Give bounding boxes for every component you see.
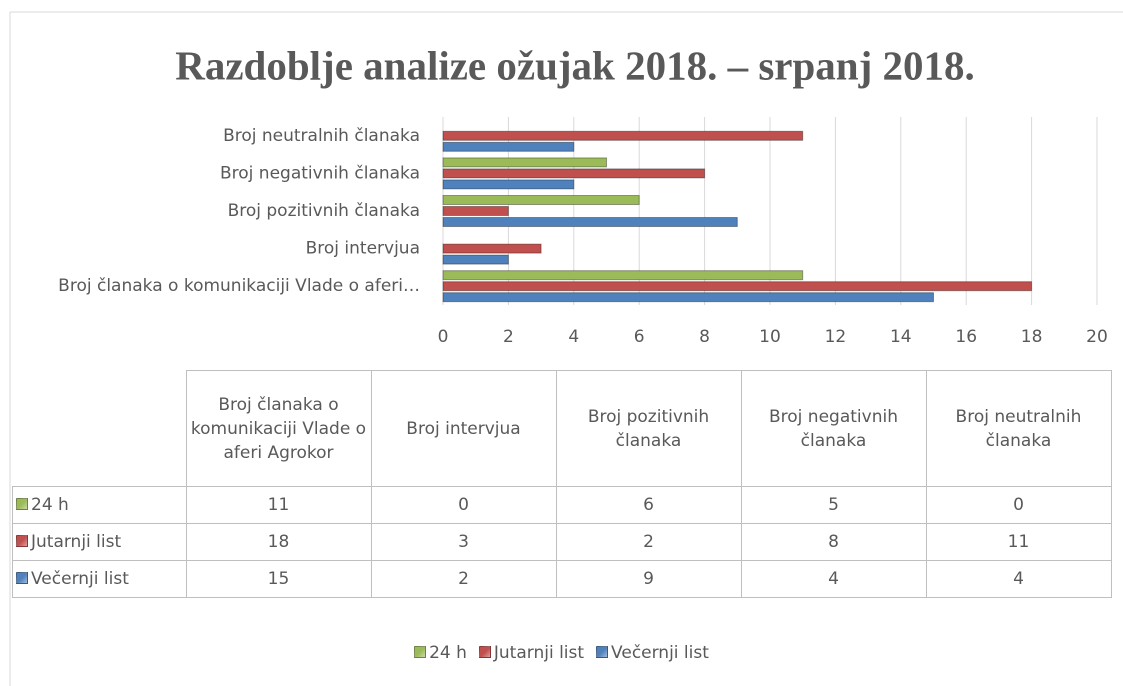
- x-tick-label: 10: [759, 327, 781, 347]
- table-row: 24 h 11 0 6 5 0: [12, 486, 1112, 524]
- header-cell: Broj pozitivnih članaka: [555, 370, 742, 487]
- bar: [442, 292, 934, 303]
- bar: [442, 179, 575, 190]
- bar: [442, 195, 640, 205]
- table-row: Jutarnji list 18 3 2 8 11: [12, 523, 1112, 561]
- value-cell: 0: [370, 486, 557, 524]
- value-cell: 11: [925, 523, 1112, 561]
- y-tick-label: Broj intervjua: [306, 239, 420, 259]
- legend-key: [478, 646, 491, 658]
- legend-item: 24 h: [414, 643, 467, 663]
- x-tick-label: 14: [890, 327, 912, 347]
- legend-label: 24 h: [429, 643, 467, 663]
- bar: [442, 217, 738, 227]
- value-cell: 0: [925, 486, 1112, 524]
- header-cell: Broj neutralnih članaka: [925, 370, 1112, 487]
- header-cell: Broj članaka o komunikaciji Vlade o afer…: [185, 370, 372, 487]
- value-cell: 5: [740, 486, 927, 524]
- bar: [442, 281, 1033, 292]
- x-tick-label: 20: [1086, 327, 1108, 347]
- bar: [442, 243, 542, 254]
- bar: [442, 168, 706, 179]
- x-tick-label: 8: [699, 327, 710, 347]
- value-cell: 2: [370, 560, 557, 598]
- row-label: Jutarnji list: [12, 523, 187, 561]
- table-row: Večernji list 15 2 9 4 4: [12, 560, 1112, 598]
- series-name: Jutarnji list: [31, 532, 122, 552]
- x-tick-label: 2: [503, 327, 514, 347]
- value-cell: 15: [185, 560, 372, 598]
- value-cell: 11: [185, 486, 372, 524]
- x-tick-label: 4: [568, 327, 579, 347]
- data-table: Broj članaka o komunikaciji Vlade o afer…: [12, 370, 1112, 598]
- row-label: 24 h: [12, 486, 187, 524]
- bar: [442, 157, 607, 168]
- corner-cell: [12, 370, 187, 487]
- chart-title: Razdoblje analize ožujak 2018. – srpanj …: [175, 42, 975, 88]
- value-cell: 6: [555, 486, 742, 524]
- series-name: Večernji list: [31, 569, 129, 589]
- row-label: Večernji list: [12, 560, 187, 598]
- header-cell: Broj negativnih članaka: [740, 370, 927, 487]
- value-cell: 18: [185, 523, 372, 561]
- x-tick-label: 18: [1021, 327, 1043, 347]
- legend-key: [414, 646, 427, 658]
- legend-item: Večernji list: [596, 643, 709, 663]
- legend-label: Večernji list: [611, 643, 709, 663]
- value-cell: 8: [740, 523, 927, 561]
- value-cell: 3: [370, 523, 557, 561]
- x-tick-label: 16: [955, 327, 977, 347]
- legend-key: [16, 572, 28, 584]
- table-header-row: Broj članaka o komunikaciji Vlade o afer…: [12, 370, 1112, 487]
- x-tick-label: 6: [634, 327, 645, 347]
- bar: [442, 141, 575, 152]
- value-cell: 2: [555, 523, 742, 561]
- y-tick-label: Broj neutralnih članaka: [223, 126, 420, 146]
- header-cell: Broj intervjua: [370, 370, 557, 487]
- series-name: 24 h: [31, 495, 69, 515]
- y-tick-label: Broj članaka o komunikaciji Vlade o afer…: [58, 276, 420, 296]
- value-cell: 9: [555, 560, 742, 598]
- bar: [442, 254, 509, 265]
- legend-key: [16, 498, 28, 510]
- legend: 24 h Jutarnji list Večernji list: [0, 643, 1123, 663]
- y-tick-label: Broj pozitivnih članaka: [228, 201, 420, 221]
- legend-key: [596, 646, 609, 658]
- bar: [442, 206, 509, 216]
- value-cell: 4: [740, 560, 927, 598]
- bar: [442, 130, 804, 141]
- value-cell: 4: [925, 560, 1112, 598]
- legend-label: Jutarnji list: [493, 643, 585, 663]
- legend-item: Jutarnji list: [478, 643, 585, 663]
- bar: [442, 270, 804, 281]
- legend-key: [16, 535, 28, 547]
- x-tick-label: 0: [438, 327, 449, 347]
- x-tick-label: 12: [825, 327, 847, 347]
- y-tick-label: Broj negativnih članaka: [220, 163, 420, 183]
